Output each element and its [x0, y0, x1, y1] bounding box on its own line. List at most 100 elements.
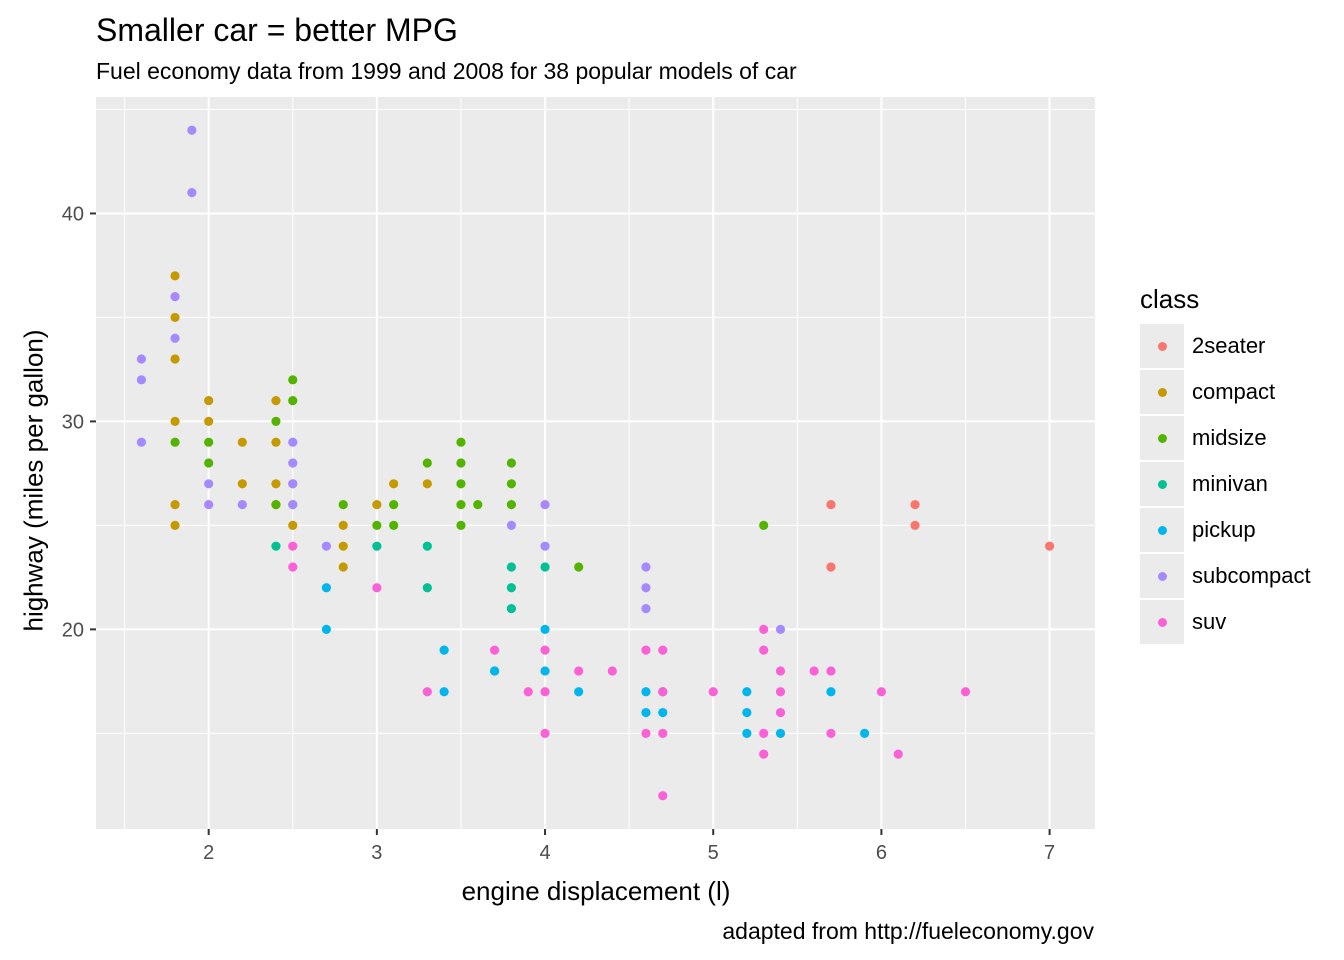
data-point-compact	[237, 437, 247, 447]
data-point-compact	[271, 396, 281, 406]
legend-label: minivan	[1192, 471, 1268, 496]
data-point-midsize	[271, 499, 281, 510]
data-point-subcompact	[136, 375, 147, 385]
data-point-pickup	[641, 707, 651, 718]
data-point-pickup	[742, 728, 752, 738]
data-point-midsize	[338, 499, 348, 510]
data-point-pickup	[489, 666, 500, 676]
data-point-subcompact	[641, 583, 651, 593]
data-point-compact	[288, 520, 298, 530]
data-point-suv	[523, 687, 533, 697]
data-point-suv	[775, 687, 786, 697]
data-point-suv	[759, 645, 769, 655]
plot-panel	[96, 97, 1095, 829]
legend-label: 2seater	[1192, 333, 1266, 358]
data-point-2seater	[826, 562, 836, 572]
data-point-midsize	[288, 375, 298, 385]
data-point-suv	[658, 728, 668, 738]
data-point-pickup	[321, 583, 332, 593]
data-point-pickup	[321, 624, 332, 634]
data-point-pickup	[775, 728, 786, 738]
y-tick-label: 40	[62, 203, 84, 225]
legend-swatch	[1158, 480, 1167, 489]
data-point-subcompact	[204, 499, 214, 510]
legend-key	[1140, 416, 1184, 460]
data-point-midsize	[389, 520, 399, 530]
data-point-suv	[759, 749, 769, 759]
data-point-suv	[893, 749, 903, 759]
data-point-compact	[204, 396, 214, 406]
data-point-midsize	[456, 520, 466, 530]
legend-key	[1140, 508, 1184, 552]
legend-item-2seater: 2seater	[1140, 323, 1311, 369]
data-point-minivan	[372, 541, 382, 551]
data-point-midsize	[204, 437, 214, 447]
legend-key	[1140, 324, 1184, 368]
legend-key	[1140, 554, 1184, 598]
x-tick-label: 5	[708, 842, 719, 864]
legend-key	[1140, 370, 1184, 414]
data-point-midsize	[473, 499, 483, 510]
data-point-suv	[775, 666, 786, 676]
data-point-subcompact	[170, 292, 180, 302]
data-point-minivan	[422, 541, 432, 551]
legend-swatch	[1158, 526, 1167, 535]
data-point-suv	[658, 645, 668, 655]
data-point-compact	[372, 499, 382, 510]
data-point-suv	[422, 687, 432, 697]
y-tick-label: 30	[62, 411, 84, 433]
legend-swatch	[1158, 572, 1167, 581]
data-point-suv	[759, 728, 769, 738]
data-point-suv	[775, 707, 786, 718]
data-point-compact	[204, 416, 214, 427]
data-point-subcompact	[540, 541, 550, 551]
legend-swatch	[1158, 388, 1167, 397]
legend-item-pickup: pickup	[1140, 507, 1311, 553]
x-axis-label: engine displacement (l)	[461, 876, 731, 906]
data-point-pickup	[439, 645, 449, 655]
data-point-subcompact	[136, 354, 147, 364]
legend-key	[1140, 462, 1184, 506]
data-point-pickup	[742, 687, 752, 697]
data-point-midsize	[372, 520, 382, 530]
data-point-midsize	[422, 458, 432, 468]
data-point-suv	[826, 728, 836, 738]
data-point-pickup	[658, 707, 668, 718]
data-point-midsize	[759, 520, 769, 530]
data-point-minivan	[506, 603, 517, 614]
data-point-suv	[708, 687, 718, 697]
data-point-compact	[170, 354, 180, 364]
data-point-subcompact	[204, 479, 214, 489]
data-point-pickup	[859, 728, 870, 738]
data-point-midsize	[506, 458, 517, 468]
data-point-suv	[809, 666, 819, 676]
x-tick-label: 6	[876, 842, 887, 864]
data-point-compact	[237, 479, 247, 489]
legend-label: compact	[1192, 379, 1276, 404]
data-point-subcompact	[288, 479, 298, 489]
data-point-subcompact	[187, 188, 197, 198]
data-point-subcompact	[641, 603, 651, 614]
legend-key	[1140, 600, 1184, 644]
data-point-2seater	[826, 499, 836, 510]
x-tick-label: 2	[203, 842, 214, 864]
data-point-subcompact	[237, 499, 247, 510]
data-point-suv	[540, 728, 550, 738]
data-point-minivan	[506, 562, 517, 572]
x-tick-label: 7	[1044, 842, 1055, 864]
data-point-compact	[422, 479, 432, 489]
data-point-pickup	[439, 687, 449, 697]
data-point-minivan	[422, 583, 432, 593]
legend-item-subcompact: subcompact	[1140, 553, 1311, 599]
data-point-subcompact	[641, 562, 651, 572]
legend-item-minivan: minivan	[1140, 461, 1311, 507]
data-point-suv	[540, 645, 550, 655]
data-point-suv	[489, 645, 500, 655]
chart-subtitle: Fuel economy data from 1999 and 2008 for…	[96, 58, 797, 84]
data-point-subcompact	[540, 499, 550, 510]
legend-item-midsize: midsize	[1140, 415, 1311, 461]
data-point-subcompact	[288, 437, 298, 447]
data-point-midsize	[574, 562, 584, 572]
legend-label: pickup	[1192, 517, 1256, 542]
